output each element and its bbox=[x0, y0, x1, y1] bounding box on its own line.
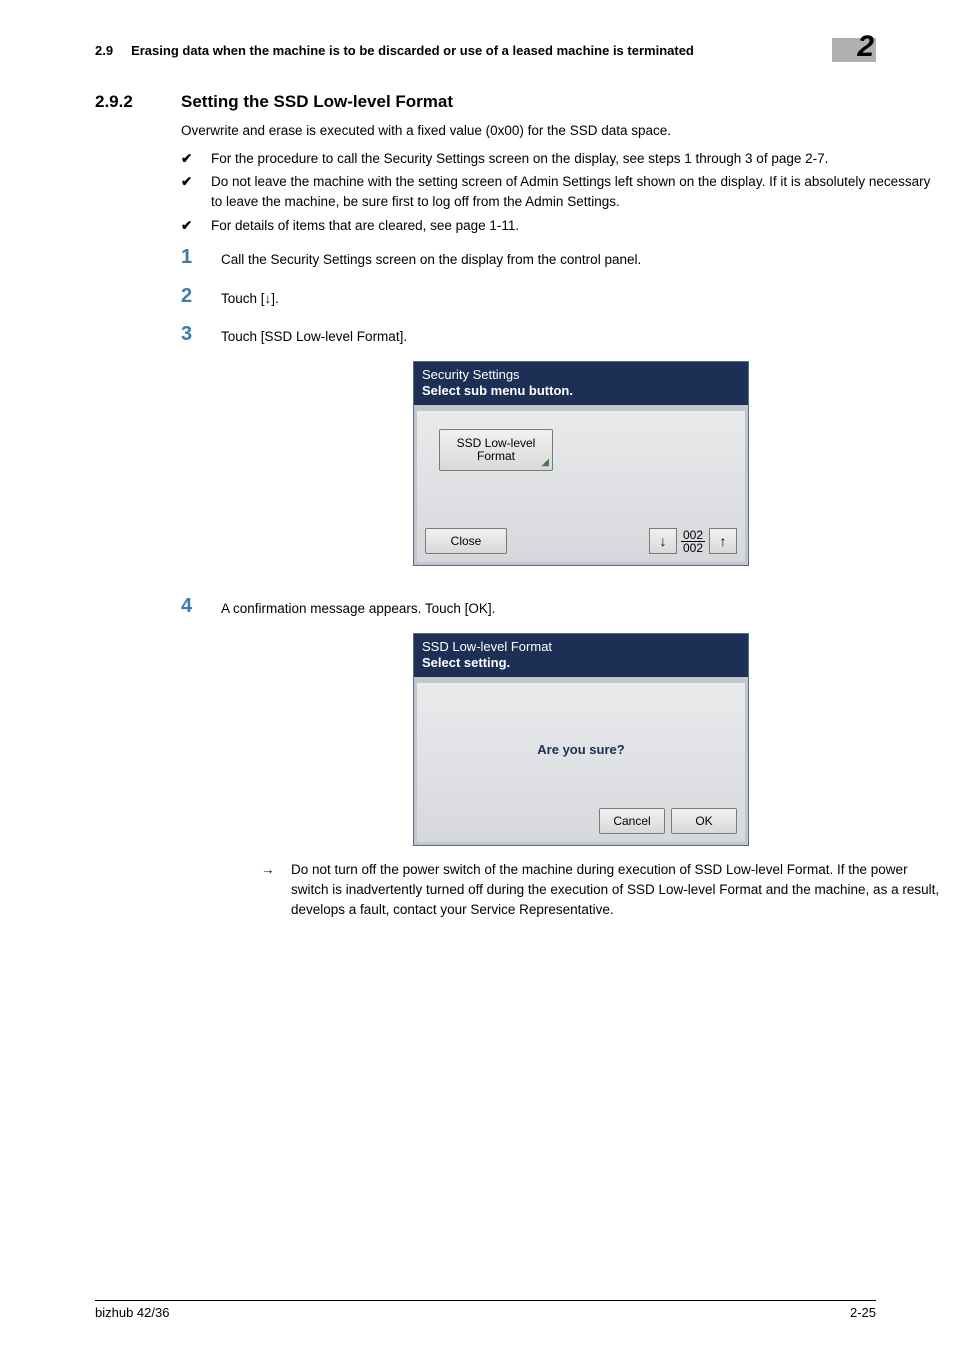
page-total: 002 bbox=[681, 542, 705, 554]
chapter-badge-number: 2 bbox=[857, 30, 874, 64]
page-footer: bizhub 42/36 2-25 bbox=[95, 1300, 876, 1320]
note-text: For details of items that are cleared, s… bbox=[211, 216, 519, 236]
step-number: 1 bbox=[181, 247, 199, 270]
screen-title-2: Select setting. bbox=[422, 655, 740, 671]
page-indicator: 002 002 bbox=[681, 529, 705, 554]
confirm-message: Are you sure? bbox=[417, 741, 745, 760]
screen-header: SSD Low-level Format Select setting. bbox=[414, 634, 748, 678]
screen-title-2: Select sub menu button. bbox=[422, 383, 740, 399]
intro-paragraph: Overwrite and erase is executed with a f… bbox=[181, 122, 941, 141]
header-running-title: Erasing data when the machine is to be d… bbox=[131, 43, 814, 58]
check-icon: ✔ bbox=[181, 172, 195, 211]
ssd-low-level-format-button[interactable]: SSD Low-level Format ◢ bbox=[439, 429, 553, 471]
screen-header: Security Settings Select sub menu button… bbox=[414, 362, 748, 406]
device-screen-confirm: SSD Low-level Format Select setting. Are… bbox=[413, 633, 749, 847]
section-number: 2.9.2 bbox=[95, 92, 147, 112]
check-icon: ✔ bbox=[181, 149, 195, 169]
screen-title-1: SSD Low-level Format bbox=[422, 639, 740, 655]
pager: ↓ 002 002 ↑ bbox=[649, 528, 737, 554]
page-down-button[interactable]: ↓ bbox=[649, 528, 677, 554]
page-current: 002 bbox=[681, 529, 705, 542]
footer-page-number: 2-25 bbox=[850, 1305, 876, 1320]
note-text: For the procedure to call the Security S… bbox=[211, 149, 828, 169]
cancel-button[interactable]: Cancel bbox=[599, 808, 665, 834]
warning-note: → Do not turn off the power switch of th… bbox=[261, 860, 941, 919]
chapter-badge: 2 bbox=[832, 34, 876, 66]
warning-text: Do not turn off the power switch of the … bbox=[291, 860, 941, 919]
ssd-button-line1: SSD Low-level bbox=[457, 437, 536, 451]
step-number: 4 bbox=[181, 596, 199, 919]
step-number: 2 bbox=[181, 286, 199, 309]
arrow-icon: → bbox=[261, 860, 277, 919]
step-text: Touch [↓]. bbox=[221, 286, 941, 309]
screen-title-1: Security Settings bbox=[422, 367, 740, 383]
close-button[interactable]: Close bbox=[425, 528, 507, 554]
note-text: Do not leave the machine with the settin… bbox=[211, 172, 941, 211]
step-text: Call the Security Settings screen on the… bbox=[221, 247, 941, 270]
step-text: Touch [SSD Low-level Format]. bbox=[221, 329, 407, 344]
ssd-button-line2: Format bbox=[477, 450, 515, 464]
prerequisite-list: ✔ For the procedure to call the Security … bbox=[181, 149, 941, 235]
step-text: A confirmation message appears. Touch [O… bbox=[221, 601, 495, 616]
check-icon: ✔ bbox=[181, 216, 195, 236]
ok-button[interactable]: OK bbox=[671, 808, 737, 834]
footer-model: bizhub 42/36 bbox=[95, 1305, 169, 1320]
header-section-ref: 2.9 bbox=[95, 43, 113, 58]
step-number: 3 bbox=[181, 324, 199, 580]
page-up-button[interactable]: ↑ bbox=[709, 528, 737, 554]
section-title: Setting the SSD Low-level Format bbox=[181, 92, 453, 112]
running-header: 2.9 Erasing data when the machine is to … bbox=[95, 34, 876, 66]
procedure-steps: 1 Call the Security Settings screen on t… bbox=[181, 247, 941, 919]
submenu-indicator-icon: ◢ bbox=[541, 457, 549, 469]
device-screen-security-settings: Security Settings Select sub menu button… bbox=[413, 361, 749, 567]
section-heading: 2.9.2 Setting the SSD Low-level Format bbox=[95, 92, 876, 112]
